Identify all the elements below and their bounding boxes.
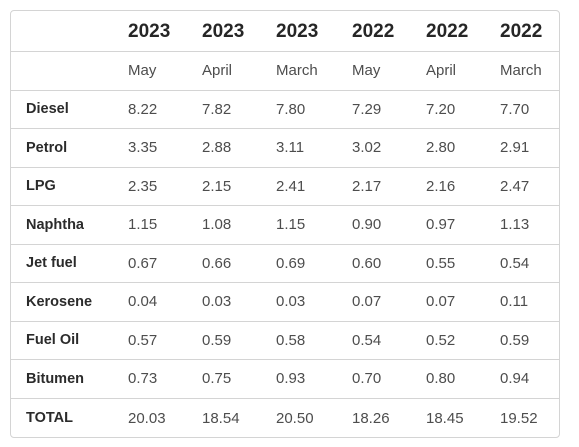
row-label: Jet fuel <box>11 244 114 283</box>
value-cell: 3.02 <box>338 128 412 168</box>
header-year-cell: 2022 <box>412 11 486 52</box>
value-cell: 8.22 <box>114 90 188 129</box>
table-row: Jet fuel 0.67 0.66 0.69 0.60 0.55 0.54 <box>11 244 559 283</box>
row-label: TOTAL <box>26 410 73 427</box>
value-cell: 2.41 <box>262 167 338 206</box>
value-cell: 7.20 <box>412 90 486 129</box>
value-cell: 0.07 <box>338 282 412 322</box>
table-row: Fuel Oil 0.57 0.59 0.58 0.54 0.52 0.59 <box>11 321 559 360</box>
table-header: 2023 2023 2023 2022 2022 2022 May April … <box>11 11 559 91</box>
header-month-cell: April <box>188 51 262 91</box>
value-cell: 0.75 <box>188 359 262 399</box>
row-label: Bitumen <box>11 359 114 399</box>
header-month-cell: March <box>262 51 338 91</box>
value-cell: 0.60 <box>338 244 412 283</box>
value-cell: 2.80 <box>412 128 486 168</box>
value-cell: 19.52 <box>500 409 538 427</box>
header-year-cell: 2022 <box>486 11 559 52</box>
data-table-card: 2023 2023 2023 2022 2022 2022 May April … <box>10 10 560 438</box>
table-row: LPG 2.35 2.15 2.41 2.17 2.16 2.47 <box>11 167 559 206</box>
table-body: Diesel 8.22 7.82 7.80 7.29 7.20 7.70 Pet… <box>11 90 559 437</box>
value-cell: 0.03 <box>262 282 338 322</box>
value-cell: 7.80 <box>262 90 338 129</box>
header-corner-cell <box>11 11 114 52</box>
value-cell: 1.15 <box>262 205 338 245</box>
value-cell: 2.16 <box>412 167 486 206</box>
value-cell: 0.59 <box>188 321 262 360</box>
value-cell: 0.90 <box>338 205 412 245</box>
table-row: Petrol 3.35 2.88 3.11 3.02 2.80 2.91 <box>11 128 559 168</box>
value-cell: 7.70 <box>486 90 559 129</box>
value-cell: 18.26 <box>352 409 390 427</box>
header-corner-cell <box>11 51 114 91</box>
header-month-cell: May <box>114 51 188 91</box>
row-label: Naphtha <box>11 205 114 245</box>
value-cell: 7.82 <box>188 90 262 129</box>
value-cell: 0.57 <box>114 321 188 360</box>
value-cell: 0.67 <box>114 244 188 283</box>
row-label: Petrol <box>11 128 114 168</box>
row-label: Fuel Oil <box>11 321 114 360</box>
header-year-cell: 2023 <box>114 11 188 52</box>
value-cell: 18.54 <box>202 409 240 427</box>
value-cell: 2.35 <box>114 167 188 206</box>
value-cell: 0.55 <box>412 244 486 283</box>
header-year-cell: 2022 <box>338 11 412 52</box>
table-row: Naphtha 1.15 1.08 1.15 0.90 0.97 1.13 <box>11 205 559 245</box>
value-cell: 0.52 <box>412 321 486 360</box>
value-cell: 2.91 <box>486 128 559 168</box>
value-cell: 1.15 <box>114 205 188 245</box>
value-cell: 0.94 <box>486 359 559 399</box>
table-row: Diesel 8.22 7.82 7.80 7.29 7.20 7.70 <box>11 90 559 129</box>
value-cell: 3.11 <box>262 128 338 168</box>
value-cell: 0.07 <box>412 282 486 322</box>
value-cell: 1.13 <box>486 205 559 245</box>
value-cell: 0.73 <box>114 359 188 399</box>
header-row-months: May April March May April March <box>11 51 559 91</box>
value-cell: 0.97 <box>412 205 486 245</box>
row-label: LPG <box>11 167 114 206</box>
value-cell: 0.11 <box>486 282 559 322</box>
value-cell: 2.47 <box>486 167 559 206</box>
value-cell: 0.59 <box>486 321 559 360</box>
value-cell: 3.35 <box>114 128 188 168</box>
value-cell: 0.54 <box>486 244 559 283</box>
value-cell: 20.03 <box>128 409 166 427</box>
header-year-cell: 2023 <box>262 11 338 52</box>
data-table: 2023 2023 2023 2022 2022 2022 May April … <box>11 11 559 437</box>
table-row: Bitumen 0.73 0.75 0.93 0.70 0.80 0.94 <box>11 359 559 399</box>
table-row: Kerosene 0.04 0.03 0.03 0.07 0.07 0.11 <box>11 282 559 322</box>
value-cell: 0.69 <box>262 244 338 283</box>
value-cell: 0.70 <box>338 359 412 399</box>
value-cell: 0.93 <box>262 359 338 399</box>
value-cell: 7.29 <box>338 90 412 129</box>
value-cell: 1.08 <box>188 205 262 245</box>
value-cell: 0.54 <box>338 321 412 360</box>
value-cell: 0.66 <box>188 244 262 283</box>
value-cell: 2.17 <box>338 167 412 206</box>
value-cell: 0.58 <box>262 321 338 360</box>
value-cell: 2.88 <box>188 128 262 168</box>
value-cell: 0.04 <box>114 282 188 322</box>
header-month-cell: April <box>412 51 486 91</box>
value-cell: 20.50 <box>276 409 314 427</box>
header-year-cell: 2023 <box>188 11 262 52</box>
header-month-cell: May <box>338 51 412 91</box>
value-cell: 2.15 <box>188 167 262 206</box>
row-label: Kerosene <box>11 282 114 322</box>
value-cell: 0.03 <box>188 282 262 322</box>
header-row-years: 2023 2023 2023 2022 2022 2022 <box>11 11 559 52</box>
value-cell: 0.80 <box>412 359 486 399</box>
row-label: Diesel <box>11 90 114 129</box>
header-month-cell: March <box>486 51 559 91</box>
total-row: TOTAL 20.03 18.54 20.50 18.26 18.45 19.5… <box>11 398 559 437</box>
value-cell: 18.45 <box>426 409 464 427</box>
